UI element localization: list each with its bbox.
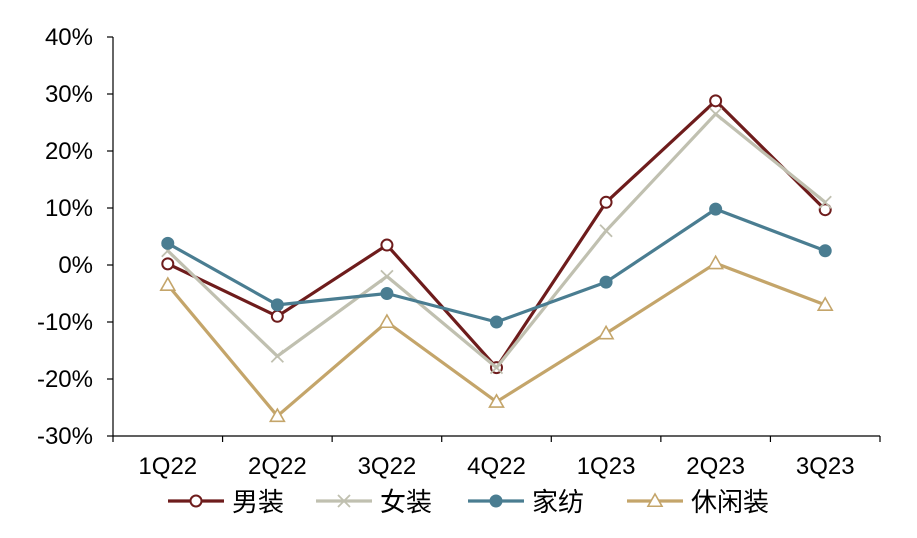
data-point <box>380 269 394 284</box>
legend: 男装 女装 家纺 休闲装 <box>168 488 769 518</box>
series-layer <box>159 94 834 423</box>
data-point <box>707 254 725 270</box>
data-point <box>709 107 723 121</box>
data-point <box>597 324 615 340</box>
series-4 <box>159 254 834 423</box>
data-point <box>270 309 284 323</box>
x-tick-label: 2Q23 <box>686 453 745 480</box>
data-point <box>270 349 284 363</box>
series-line <box>167 207 826 324</box>
data-point <box>490 315 503 329</box>
data-point <box>268 407 286 423</box>
data-point <box>270 298 284 312</box>
data-point <box>709 202 723 216</box>
x-tick-label: 3Q23 <box>796 453 855 480</box>
y-tick-label: 0% <box>58 252 93 279</box>
data-point <box>161 257 175 271</box>
legend-marker <box>646 492 664 508</box>
legend-label: 休闲装 <box>691 488 769 518</box>
y-tick-label: -10% <box>37 309 93 336</box>
series-line <box>166 261 826 418</box>
data-point <box>709 94 723 108</box>
legend-item: 女装 <box>316 488 432 518</box>
legend-label: 女装 <box>380 488 432 518</box>
legend-marker <box>489 494 503 508</box>
data-point <box>161 236 175 250</box>
y-tick-label: -20% <box>37 366 93 393</box>
data-point <box>378 313 396 329</box>
y-tick-label: 40% <box>45 24 93 51</box>
legend-item: 男装 <box>168 488 284 518</box>
data-point <box>818 195 832 209</box>
y-axis: 40% 30% 20% 10% 0% -10% -20% -30% <box>37 24 114 450</box>
series-3 <box>161 202 832 329</box>
legend-label: 家纺 <box>532 488 584 518</box>
legend-marker <box>189 494 203 508</box>
series-line <box>166 112 827 370</box>
data-point <box>159 276 177 291</box>
data-point <box>488 393 505 408</box>
y-tick-label: 10% <box>45 195 93 222</box>
x-tick-label: 1Q22 <box>138 453 197 480</box>
x-tick-label: 1Q23 <box>577 453 636 480</box>
data-point <box>599 275 613 289</box>
data-point <box>816 296 834 311</box>
data-point <box>818 203 832 217</box>
data-point <box>380 287 394 300</box>
x-axis: 1Q22 2Q22 3Q22 4Q22 1Q23 2Q23 3Q23 <box>112 435 881 480</box>
y-tick-label: 20% <box>45 138 93 165</box>
x-tick-label: 4Q22 <box>467 453 526 480</box>
legend-label: 男装 <box>232 488 284 518</box>
data-point <box>818 244 832 258</box>
data-point <box>599 224 613 238</box>
data-point <box>489 360 504 375</box>
x-tick-label: 2Q22 <box>248 453 307 480</box>
y-tick-label: -30% <box>37 423 93 450</box>
legend-marker <box>337 494 351 508</box>
series-1 <box>161 94 832 375</box>
legend-item: 家纺 <box>468 488 584 518</box>
x-tick-label: 3Q22 <box>358 453 417 480</box>
data-point <box>380 238 394 252</box>
series-2 <box>161 107 832 375</box>
data-point <box>599 195 613 209</box>
y-tick-label: 30% <box>45 81 93 108</box>
legend-item: 休闲装 <box>627 488 769 518</box>
